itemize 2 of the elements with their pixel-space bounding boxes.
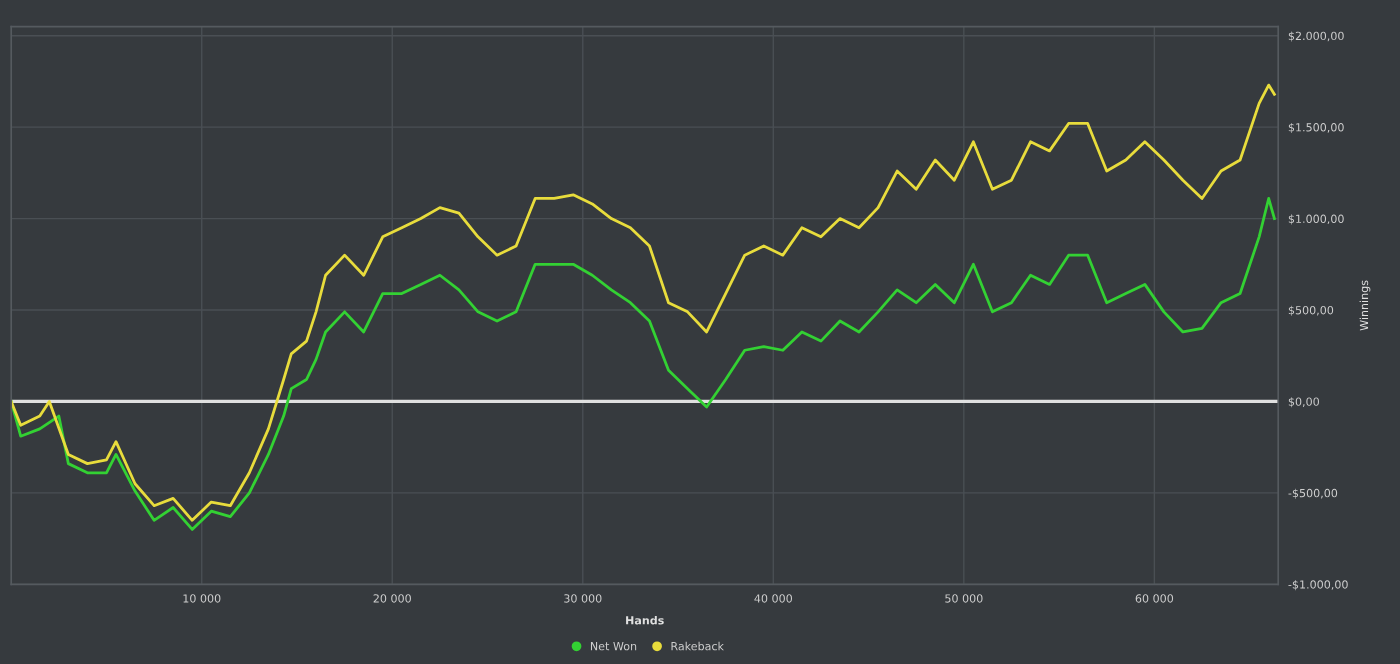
line-series	[11, 197, 1276, 531]
line-series	[11, 83, 1276, 522]
